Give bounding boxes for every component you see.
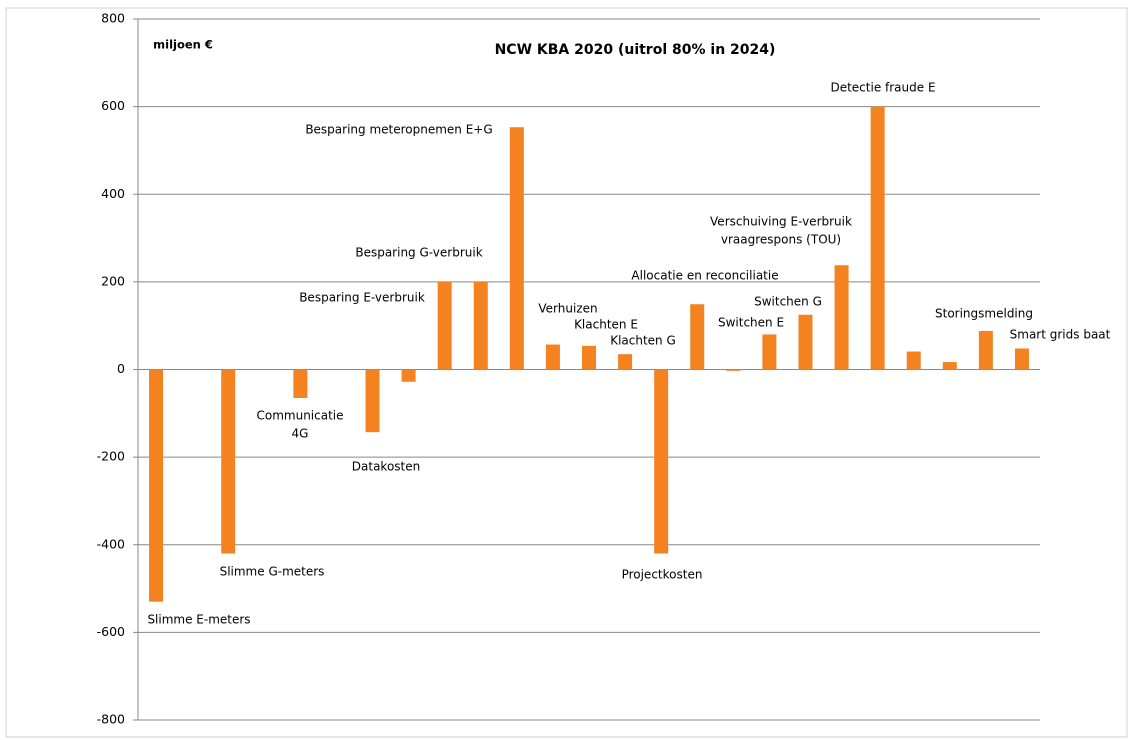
y-tick-label: -400 [97,536,125,551]
bar-label: Switchen E [718,316,784,330]
y-tick-label: 800 [101,11,125,26]
bar [654,369,669,554]
y-axis-unit: miljoen € [153,38,213,52]
bar [509,127,524,370]
bar [726,369,741,371]
chart-title: NCW KBA 2020 (uitrol 80% in 2024) [495,42,776,58]
bar [582,345,596,370]
bar-label: vraagrespons (TOU) [721,233,841,247]
bar-label: Allocatie en reconciliatie [631,269,778,283]
bar [365,369,380,433]
bar-label: Klachten E [574,318,638,332]
bar-label: Switchen G [754,295,822,309]
bar-label: Projectkosten [622,568,703,582]
bar [762,334,777,370]
bar [473,281,488,370]
bar [798,314,813,370]
bar [942,362,957,370]
bar [906,351,921,370]
bar-label: Klachten G [610,334,676,348]
y-tick-label: -600 [97,624,125,639]
bar [618,354,633,370]
bar [293,369,308,398]
bar [545,344,560,370]
bar-label: Detectie fraude E [830,81,935,95]
bar-label: Verhuizen [538,302,597,316]
bar-label: Smart grids baat [1010,328,1111,342]
y-tick-label: -200 [97,449,125,464]
bar [978,330,993,370]
bar-label: Communicatie [256,409,343,423]
bar-label: Besparing G-verbruik [355,246,482,260]
bar-label: Storingsmelding [935,307,1033,321]
y-tick-label: 200 [101,273,125,288]
chart-frame [5,7,1128,738]
bar-label: Datakosten [352,460,420,474]
bar-label: Verschuiving E-verbruik [710,215,852,229]
bar [1014,348,1029,370]
bar [149,369,164,602]
bar-label: Slimme G-meters [220,565,325,579]
bar [401,369,416,382]
y-tick-label: -800 [97,712,125,727]
y-tick-label: 400 [101,186,125,201]
bar [870,106,885,370]
bar-label: Slimme E-meters [147,613,250,627]
y-tick-label: 600 [101,98,125,113]
bar [834,265,849,370]
bar-label: Besparing E-verbruik [299,291,425,305]
bar [437,281,452,370]
y-tick-label: 0 [117,361,125,376]
bar [221,369,236,554]
bar-label: 4G [292,427,309,441]
bar-label: Besparing meteropnemen E+G [305,123,492,137]
bar [690,304,705,370]
